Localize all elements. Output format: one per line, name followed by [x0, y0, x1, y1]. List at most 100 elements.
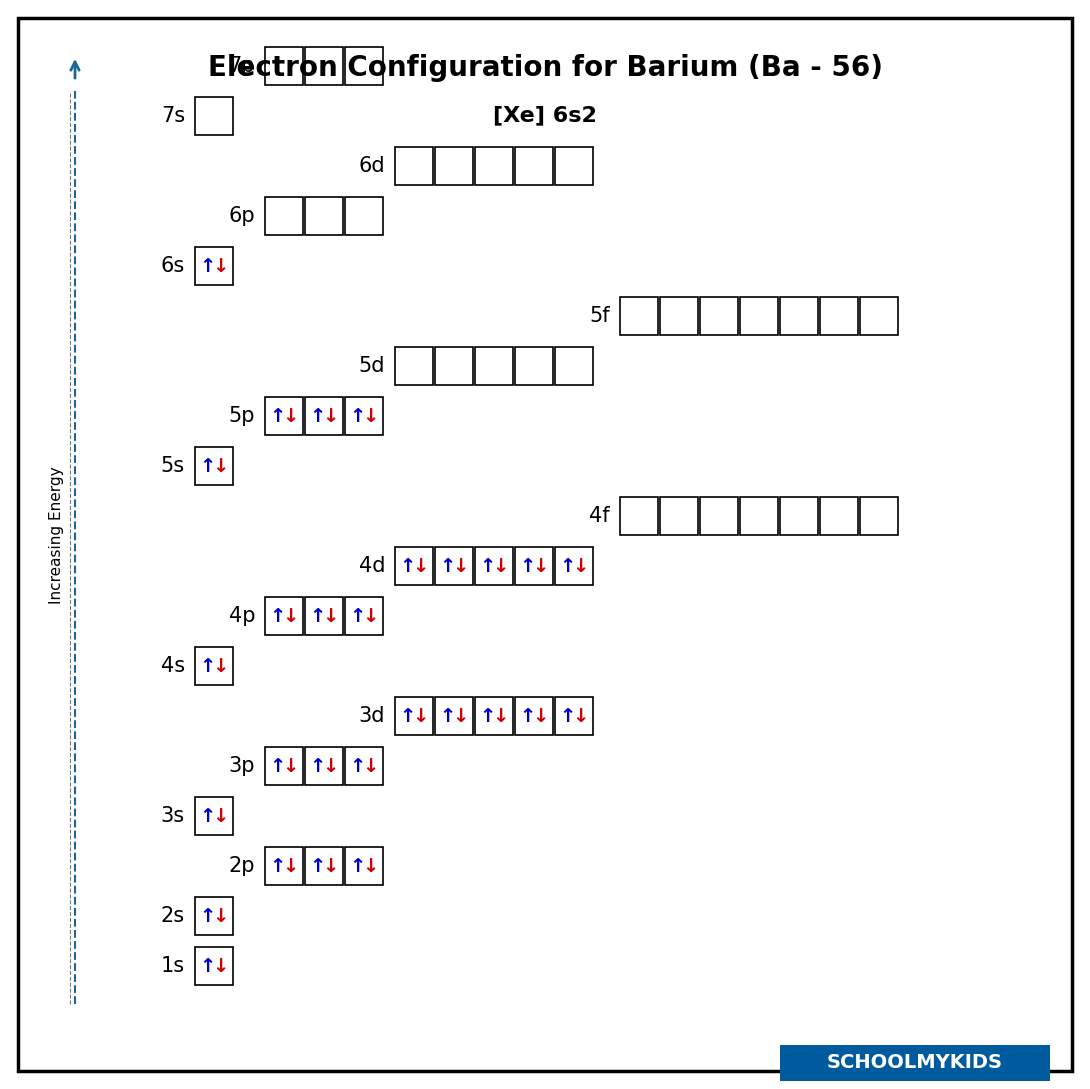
Text: 4f: 4f: [590, 506, 610, 526]
Text: [Xe] 6s2: [Xe] 6s2: [493, 105, 597, 125]
Text: ↑: ↑: [349, 757, 365, 775]
Bar: [265, 847, 303, 885]
Text: ↑: ↑: [199, 657, 216, 675]
Text: ↑: ↑: [559, 707, 576, 725]
Text: ↓: ↓: [282, 857, 299, 876]
Bar: [305, 847, 343, 885]
Bar: [265, 47, 303, 85]
Bar: [265, 397, 303, 435]
Text: ↓: ↓: [533, 556, 549, 575]
Text: ↓: ↓: [213, 456, 229, 476]
Text: ↓: ↓: [413, 556, 429, 575]
Text: 2s: 2s: [161, 906, 185, 926]
Bar: [555, 147, 593, 185]
Bar: [780, 497, 818, 535]
Text: ↑: ↑: [479, 707, 495, 725]
Text: ↓: ↓: [572, 556, 589, 575]
Bar: [435, 347, 473, 386]
Bar: [860, 297, 898, 335]
Bar: [305, 397, 343, 435]
Bar: [620, 497, 658, 535]
Bar: [700, 297, 738, 335]
Bar: [620, 297, 658, 335]
Text: ↓: ↓: [452, 707, 469, 725]
Text: 5f: 5f: [590, 306, 610, 326]
Bar: [195, 797, 233, 835]
Text: ↓: ↓: [493, 556, 509, 575]
Bar: [346, 597, 383, 635]
Text: ↑: ↑: [199, 807, 216, 825]
Text: ↑: ↑: [308, 857, 325, 876]
Text: 4d: 4d: [359, 556, 385, 576]
Bar: [860, 497, 898, 535]
Text: 5s: 5s: [161, 456, 185, 476]
Text: ↑: ↑: [199, 906, 216, 926]
Bar: [395, 347, 433, 386]
Text: ↑: ↑: [269, 857, 286, 876]
Text: 3p: 3p: [229, 756, 255, 776]
Bar: [195, 647, 233, 685]
Bar: [265, 197, 303, 235]
Text: ↑: ↑: [349, 607, 365, 625]
Bar: [346, 47, 383, 85]
Text: 7p: 7p: [229, 56, 255, 76]
Text: 4s: 4s: [161, 656, 185, 676]
Text: ↓: ↓: [282, 757, 299, 775]
Text: ↑: ↑: [308, 607, 325, 625]
Text: Increasing Energy: Increasing Energy: [49, 466, 64, 603]
Bar: [346, 747, 383, 785]
Text: ↓: ↓: [363, 406, 379, 426]
Text: ↑: ↑: [199, 257, 216, 276]
Bar: [346, 847, 383, 885]
Text: ↓: ↓: [413, 707, 429, 725]
Bar: [780, 1045, 1050, 1081]
Text: ↑: ↑: [479, 556, 495, 575]
Text: ↑: ↑: [349, 857, 365, 876]
Bar: [661, 297, 698, 335]
Text: 6p: 6p: [229, 206, 255, 227]
Text: SCHOOLMYKIDS: SCHOOLMYKIDS: [827, 1053, 1003, 1073]
Text: ↑: ↑: [399, 707, 415, 725]
Text: 5p: 5p: [229, 406, 255, 426]
Bar: [195, 947, 233, 984]
Text: ↓: ↓: [282, 406, 299, 426]
Bar: [740, 297, 778, 335]
Text: ↑: ↑: [559, 556, 576, 575]
Text: ↑: ↑: [349, 406, 365, 426]
Bar: [195, 897, 233, 935]
Text: ↓: ↓: [572, 707, 589, 725]
Bar: [395, 547, 433, 585]
Text: ↓: ↓: [323, 607, 339, 625]
Bar: [555, 547, 593, 585]
Bar: [305, 197, 343, 235]
Text: ↓: ↓: [282, 607, 299, 625]
Text: ↓: ↓: [323, 857, 339, 876]
Bar: [740, 497, 778, 535]
Bar: [395, 697, 433, 735]
Bar: [820, 497, 858, 535]
Bar: [305, 597, 343, 635]
Text: 5d: 5d: [359, 356, 385, 376]
Bar: [555, 347, 593, 386]
Bar: [346, 197, 383, 235]
Text: ↑: ↑: [519, 707, 535, 725]
Text: 3d: 3d: [359, 706, 385, 726]
Bar: [195, 446, 233, 485]
Bar: [195, 97, 233, 135]
Text: ↓: ↓: [363, 857, 379, 876]
Bar: [435, 697, 473, 735]
Text: ↓: ↓: [213, 807, 229, 825]
Text: ↓: ↓: [533, 707, 549, 725]
Text: ↑: ↑: [269, 757, 286, 775]
Text: ↓: ↓: [213, 906, 229, 926]
Bar: [265, 747, 303, 785]
Text: ↑: ↑: [199, 956, 216, 976]
Text: ↑: ↑: [269, 607, 286, 625]
Bar: [195, 247, 233, 285]
Text: ↑: ↑: [439, 556, 456, 575]
Text: ↓: ↓: [363, 607, 379, 625]
Text: 6s: 6s: [160, 256, 185, 276]
Bar: [820, 297, 858, 335]
Text: ↑: ↑: [308, 757, 325, 775]
Text: ↓: ↓: [213, 657, 229, 675]
